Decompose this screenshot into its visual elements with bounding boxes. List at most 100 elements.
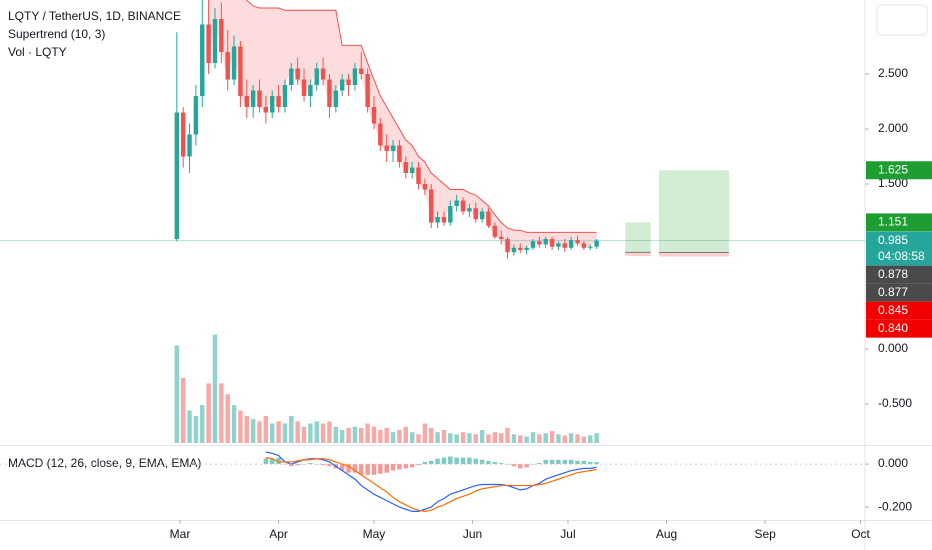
volume-bar bbox=[416, 434, 421, 443]
macd-histogram-bar bbox=[486, 460, 491, 465]
x-tick-label: Apr bbox=[269, 527, 288, 541]
candle-body bbox=[441, 217, 447, 223]
countdown: 04:08:58 bbox=[878, 249, 925, 263]
macd-histogram-bar bbox=[505, 464, 510, 465]
candle-body bbox=[301, 79, 307, 97]
candle-body bbox=[282, 85, 288, 108]
candle-body bbox=[460, 200, 466, 212]
macd-histogram-bar bbox=[276, 457, 281, 465]
candle-body bbox=[505, 238, 510, 253]
candle-body bbox=[365, 74, 370, 108]
candle-body bbox=[212, 19, 218, 64]
candle-body bbox=[397, 145, 402, 163]
volume-bar bbox=[231, 405, 237, 443]
volume-bar bbox=[346, 427, 351, 443]
volume-bar bbox=[460, 432, 466, 443]
macd-histogram-bar bbox=[441, 457, 447, 465]
macd-histogram-bar bbox=[581, 460, 587, 465]
candle-body bbox=[384, 145, 389, 152]
candle-body bbox=[429, 189, 434, 223]
volume-bar bbox=[333, 426, 339, 443]
volume-bar bbox=[422, 423, 428, 443]
macd-pane bbox=[263, 451, 599, 513]
volume-bar bbox=[575, 434, 580, 443]
macd-histogram-bar bbox=[556, 459, 561, 465]
volume-bar bbox=[282, 423, 288, 443]
candle-body bbox=[588, 246, 593, 248]
volume-bar bbox=[250, 419, 256, 443]
macd-histogram-bar bbox=[498, 462, 504, 465]
volume-bar bbox=[518, 435, 523, 443]
price-badge bbox=[866, 231, 932, 266]
supertrend-fill bbox=[208, 0, 597, 253]
macd-histogram-bar bbox=[454, 457, 459, 465]
candle-body bbox=[276, 96, 281, 108]
macd-histogram-bar bbox=[378, 464, 383, 474]
volume-bar bbox=[359, 427, 364, 443]
volume-bar bbox=[479, 430, 485, 443]
candle-body bbox=[187, 134, 192, 157]
volume-bar bbox=[524, 436, 529, 443]
macd-histogram-bar bbox=[594, 461, 599, 465]
volume-bar bbox=[473, 434, 478, 443]
candle-body bbox=[238, 46, 243, 97]
volume-bar bbox=[257, 421, 262, 443]
candle-body bbox=[556, 243, 561, 247]
candle-body bbox=[568, 240, 574, 248]
volume-bar bbox=[327, 421, 332, 443]
volume-bar bbox=[594, 433, 599, 443]
candle-body bbox=[289, 68, 294, 86]
candle-body bbox=[403, 162, 409, 174]
search-box[interactable] bbox=[876, 4, 928, 36]
candle-body bbox=[390, 145, 396, 152]
volume-bar bbox=[180, 378, 186, 443]
volume-bar bbox=[588, 435, 593, 443]
candle-body bbox=[479, 211, 485, 220]
macd-histogram-bar bbox=[282, 464, 288, 465]
volume-bar bbox=[174, 345, 180, 443]
macd-histogram-bar bbox=[473, 458, 478, 465]
macd-histogram-bar bbox=[289, 464, 294, 467]
volume-bar bbox=[219, 383, 224, 443]
candle-body bbox=[206, 24, 211, 64]
candle-body bbox=[492, 225, 498, 237]
candle-body bbox=[524, 247, 529, 250]
volume-bar bbox=[200, 405, 205, 443]
volume-bar bbox=[263, 415, 269, 443]
chart-title: LQTY / TetherUS, 1D, BINANCE bbox=[8, 9, 181, 23]
candle-body bbox=[537, 241, 542, 245]
y-tick-label: 0.000 bbox=[878, 341, 908, 355]
macd-histogram-bar bbox=[448, 456, 453, 465]
price-badge-label: 0.845 bbox=[878, 303, 908, 317]
macd-histogram-bar bbox=[371, 464, 377, 475]
volume-bar bbox=[397, 430, 402, 443]
price-badge-label: 1.625 bbox=[878, 162, 908, 176]
candle-body bbox=[530, 241, 536, 248]
volume-bar bbox=[384, 427, 389, 443]
price-badge-label: 0.877 bbox=[878, 285, 908, 299]
candle-body bbox=[378, 123, 383, 146]
macd-histogram-bar bbox=[327, 464, 332, 467]
candle-body bbox=[346, 79, 351, 86]
y-tick-label: 2.500 bbox=[878, 66, 908, 80]
price-badge bbox=[866, 301, 932, 320]
candle-body bbox=[269, 96, 275, 113]
volume-bar bbox=[429, 427, 434, 443]
candle-body bbox=[327, 79, 332, 108]
candle-body bbox=[409, 167, 415, 174]
candle-body bbox=[295, 68, 300, 80]
candle-body bbox=[320, 68, 326, 80]
x-tick-label: Aug bbox=[656, 527, 677, 541]
y-tick-label: 0.000 bbox=[878, 456, 908, 470]
supertrend-line bbox=[246, 0, 597, 233]
volume-bar bbox=[314, 421, 319, 443]
candle-body bbox=[422, 184, 428, 190]
volume-bar bbox=[193, 415, 199, 443]
position-stop bbox=[658, 252, 729, 257]
price-badge bbox=[866, 265, 932, 284]
price-badge-label: 1.151 bbox=[878, 215, 908, 229]
macd-histogram-bar bbox=[518, 464, 523, 469]
candle-body bbox=[371, 107, 377, 124]
macd-histogram-bar bbox=[479, 459, 485, 465]
indicator-label: Vol · LQTY bbox=[8, 45, 67, 59]
